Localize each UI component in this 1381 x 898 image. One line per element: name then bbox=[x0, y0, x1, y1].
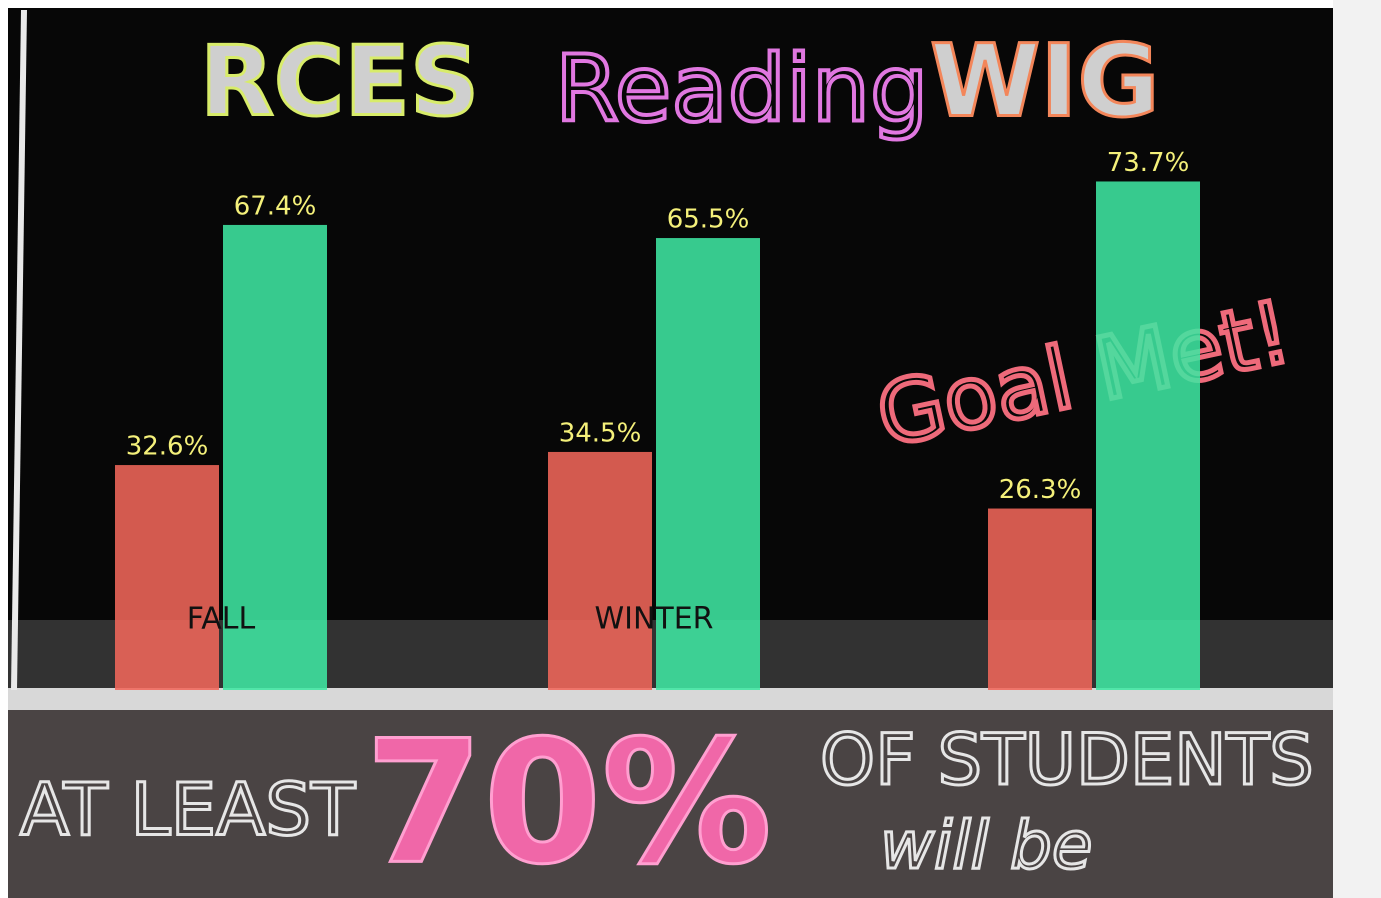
x-tick-label: WINTER bbox=[594, 602, 713, 637]
bar bbox=[115, 465, 219, 690]
title-word: Reading bbox=[555, 35, 928, 142]
bar bbox=[988, 509, 1092, 690]
bar bbox=[1096, 181, 1200, 690]
chalkboard-chart: RCES Reading WIG Goal Met! AT LEAST 70% … bbox=[0, 0, 1381, 898]
annotation: will be bbox=[880, 807, 1092, 884]
data-label: 32.6% bbox=[126, 432, 209, 462]
data-label: 67.4% bbox=[234, 191, 317, 221]
data-label: 34.5% bbox=[559, 418, 642, 448]
data-label: 65.5% bbox=[667, 205, 750, 235]
data-label: 26.3% bbox=[999, 475, 1082, 505]
wall bbox=[1333, 0, 1381, 898]
x-tick-label: FALL bbox=[187, 602, 256, 637]
annotation: OF STUDENTS bbox=[820, 719, 1314, 801]
annotation: AT LEAST bbox=[20, 768, 356, 852]
annotation: 70% bbox=[365, 704, 772, 898]
title-word: RCES bbox=[200, 25, 479, 137]
bar bbox=[548, 452, 652, 690]
data-label: 73.7% bbox=[1107, 148, 1190, 178]
title-word: WIG bbox=[930, 22, 1160, 139]
